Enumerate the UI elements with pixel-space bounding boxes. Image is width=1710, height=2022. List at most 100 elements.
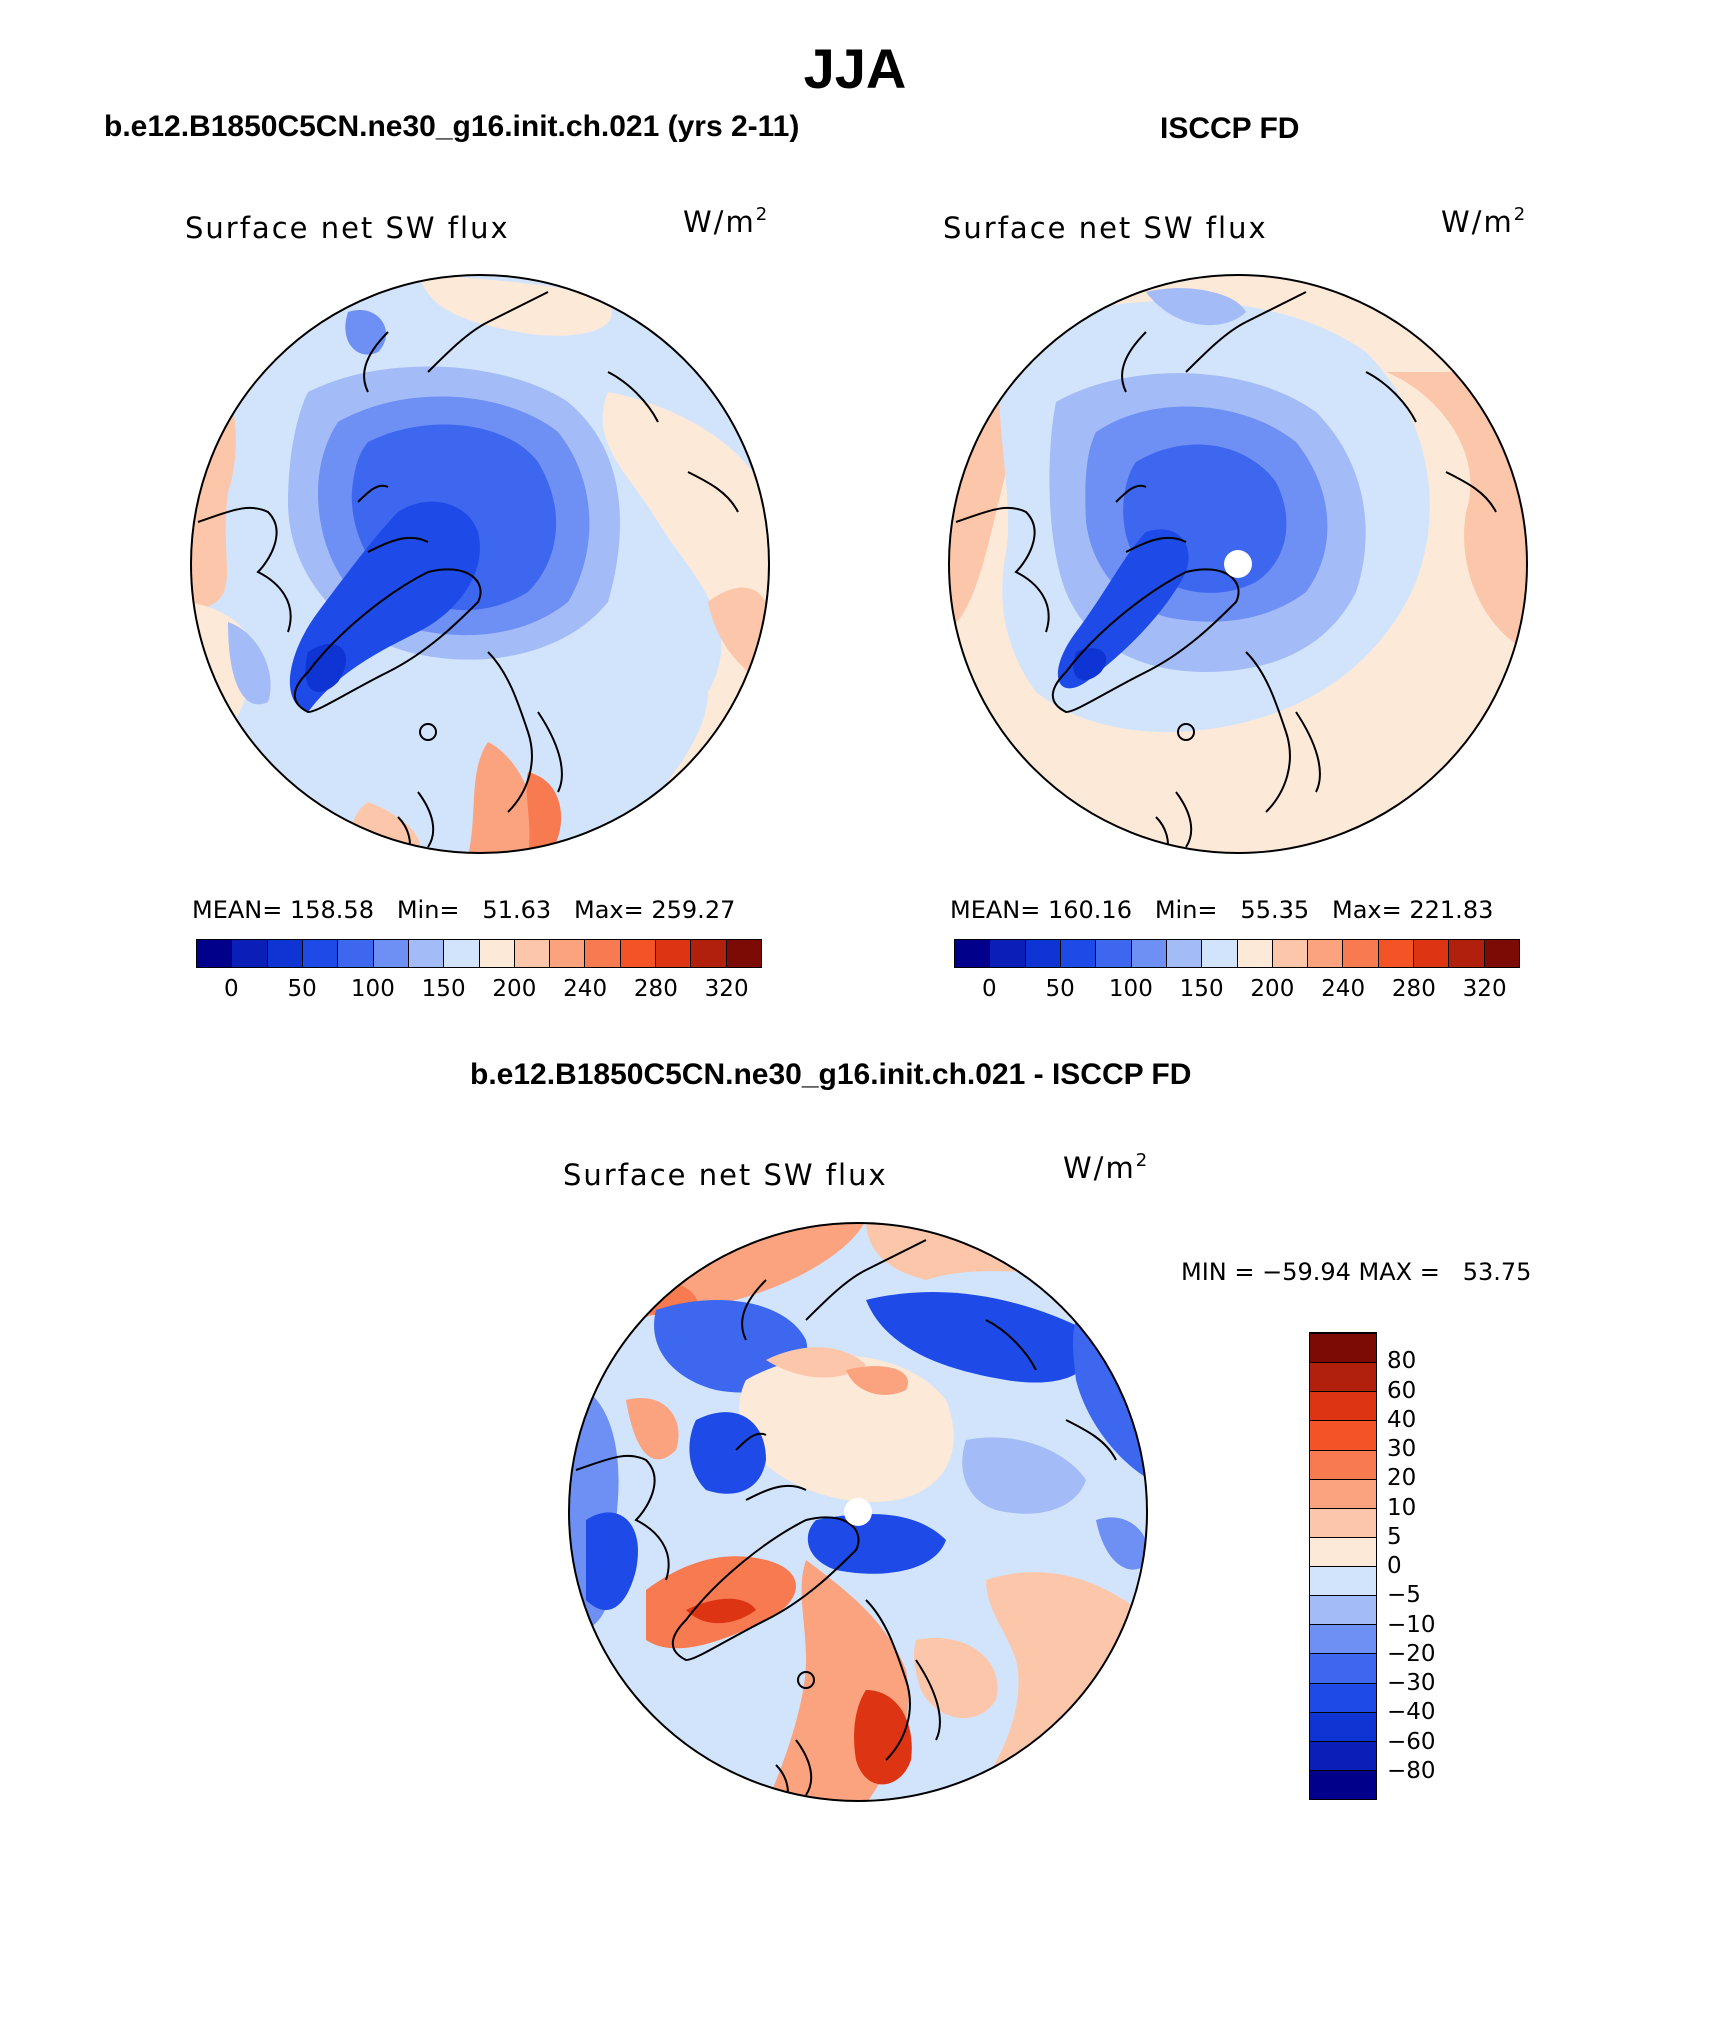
diff-colorbar-swatch [1310,1624,1376,1654]
model-variable-label: Surface net SW flux [185,211,510,245]
diff-colorbar-tick-label: 0 [1387,1553,1402,1579]
diff-colorbar-tick-label: 20 [1387,1465,1417,1492]
obs-colorbar-tick-label: 0 [982,976,997,1002]
model-colorbar-swatch [338,940,374,967]
model-colorbar-tick-label: 150 [421,976,466,1002]
diff-colorbar-swatch [1310,1362,1376,1392]
obs-colorbar-swatch [1343,940,1379,967]
obs-colorbar-tick-label: 50 [1045,976,1075,1002]
model-colorbar-swatch [691,940,727,967]
model-colorbar-swatch [585,940,621,967]
diff-polar-map [566,1220,1150,1804]
obs-colorbar-swatch [1484,940,1519,967]
diff-variable-label: Surface net SW flux [563,1158,888,1192]
diff-colorbar-tick-label: −30 [1387,1670,1436,1696]
diff-colorbar-tick-label: −5 [1387,1582,1421,1609]
model-panel-title: b.e12.B1850C5CN.ne30_g16.init.ch.021 (yr… [104,110,800,143]
model-colorbar-swatch [373,940,409,967]
obs-colorbar-tick-label: 240 [1321,976,1366,1002]
obs-variable-label: Surface net SW flux [943,211,1268,245]
obs-stats: MEAN= 160.16 Min= 55.35 Max= 221.83 [950,896,1494,924]
model-colorbar-tick-label: 50 [287,976,317,1002]
model-colorbar-tick-label: 280 [633,976,678,1002]
diff-colorbar-tick-label: 10 [1387,1494,1417,1521]
diff-colorbar-tick-label: −40 [1387,1699,1436,1726]
model-colorbar-swatch [232,940,268,967]
obs-colorbar-swatch [1308,940,1344,967]
obs-colorbar-swatch [1237,940,1273,967]
diff-colorbar-tick-label: 60 [1387,1377,1417,1404]
obs-polar-map [946,272,1530,856]
diff-colorbar-tick-label: 30 [1387,1436,1417,1462]
diff-colorbar-swatch [1310,1333,1376,1363]
diff-colorbar-swatch [1310,1566,1376,1596]
diff-colorbar-tick-label: 40 [1387,1406,1417,1433]
model-colorbar-swatch [302,940,339,967]
model-colorbar-swatch [197,940,233,967]
obs-colorbar-swatch [1025,940,1061,967]
obs-colorbar-swatch [1449,940,1485,967]
model-colorbar-labels: 0 50 100 150 200 240 280 320 [196,976,762,1006]
diff-colorbar-tick-label: 5 [1387,1523,1402,1550]
diff-colorbar-swatch [1310,1391,1376,1421]
diff-colorbar-labels: −80 −60 −40 −30 −20 −10 −5 0 5 10 20 30 40 60 80 [1387,1332,1487,1800]
model-colorbar-tick-label: 320 [704,976,749,1002]
model-colorbar-swatch [514,940,551,967]
model-polar-map [188,272,772,856]
model-colorbar-swatch [479,940,515,967]
diff-colorbar-swatch [1310,1769,1376,1799]
model-colorbar-swatch [408,940,445,967]
obs-colorbar-tick-label: 200 [1250,976,1295,1002]
model-colorbar-tick-label: 240 [563,976,608,1002]
model-colorbar [196,939,762,968]
obs-colorbar-swatch [955,940,991,967]
diff-colorbar-swatch [1310,1420,1376,1450]
diff-colorbar-tick-label: −80 [1387,1757,1436,1784]
diff-colorbar-tick-label: −60 [1387,1728,1436,1755]
obs-colorbar-swatch [1414,940,1450,967]
diff-colorbar-swatch [1310,1711,1376,1741]
diff-colorbar [1309,1332,1377,1800]
diff-colorbar-tick-label: −10 [1387,1611,1436,1638]
obs-panel-title: ISCCP FD [1160,112,1300,145]
model-colorbar-swatch [550,940,586,967]
model-colorbar-tick-label: 100 [350,976,395,1002]
diff-panel-title: b.e12.B1850C5CN.ne30_g16.init.ch.021 - I… [470,1058,1192,1091]
obs-colorbar-tick-label: 150 [1179,976,1224,1002]
obs-colorbar-swatch [990,940,1026,967]
model-stats: MEAN= 158.58 Min= 51.63 Max= 259.27 [192,896,736,924]
diff-colorbar-tick-label: 80 [1387,1348,1417,1375]
diff-colorbar-swatch [1310,1536,1376,1566]
diff-colorbar-swatch [1310,1478,1376,1508]
obs-colorbar-swatch [1131,940,1167,967]
obs-colorbar-labels: 0 50 100 150 200 240 280 320 [954,976,1520,1006]
obs-colorbar-swatch [1060,940,1097,967]
model-colorbar-swatch [726,940,761,967]
obs-colorbar-swatch [1378,940,1415,967]
model-colorbar-tick-label: 0 [224,976,239,1002]
diff-colorbar-swatch [1310,1595,1376,1625]
obs-colorbar-tick-label: 280 [1391,976,1436,1002]
figure-title: JJA [803,37,907,100]
diff-colorbar-tick-label: −20 [1387,1640,1436,1667]
diff-colorbar-swatch [1310,1740,1376,1770]
model-colorbar-tick-label: 200 [492,976,537,1002]
obs-colorbar-tick-label: 100 [1108,976,1153,1002]
obs-colorbar [954,939,1520,968]
model-colorbar-swatch [267,940,303,967]
diff-stats: MIN = −59.94 MAX = 53.75 [1181,1258,1532,1286]
model-units-label: W/m2 [683,204,768,239]
diff-colorbar-swatch [1310,1449,1376,1479]
model-colorbar-swatch [620,940,657,967]
diff-units-label: W/m2 [1063,1150,1148,1185]
diff-colorbar-swatch [1310,1682,1376,1712]
obs-colorbar-swatch [1202,940,1238,967]
diff-colorbar-swatch [1310,1653,1376,1683]
model-colorbar-swatch [656,940,692,967]
diff-colorbar-swatch [1310,1507,1376,1537]
obs-colorbar-tick-label: 320 [1462,976,1507,1002]
obs-colorbar-swatch [1166,940,1203,967]
obs-units-label: W/m2 [1441,204,1526,239]
obs-colorbar-swatch [1272,940,1309,967]
obs-colorbar-swatch [1096,940,1132,967]
